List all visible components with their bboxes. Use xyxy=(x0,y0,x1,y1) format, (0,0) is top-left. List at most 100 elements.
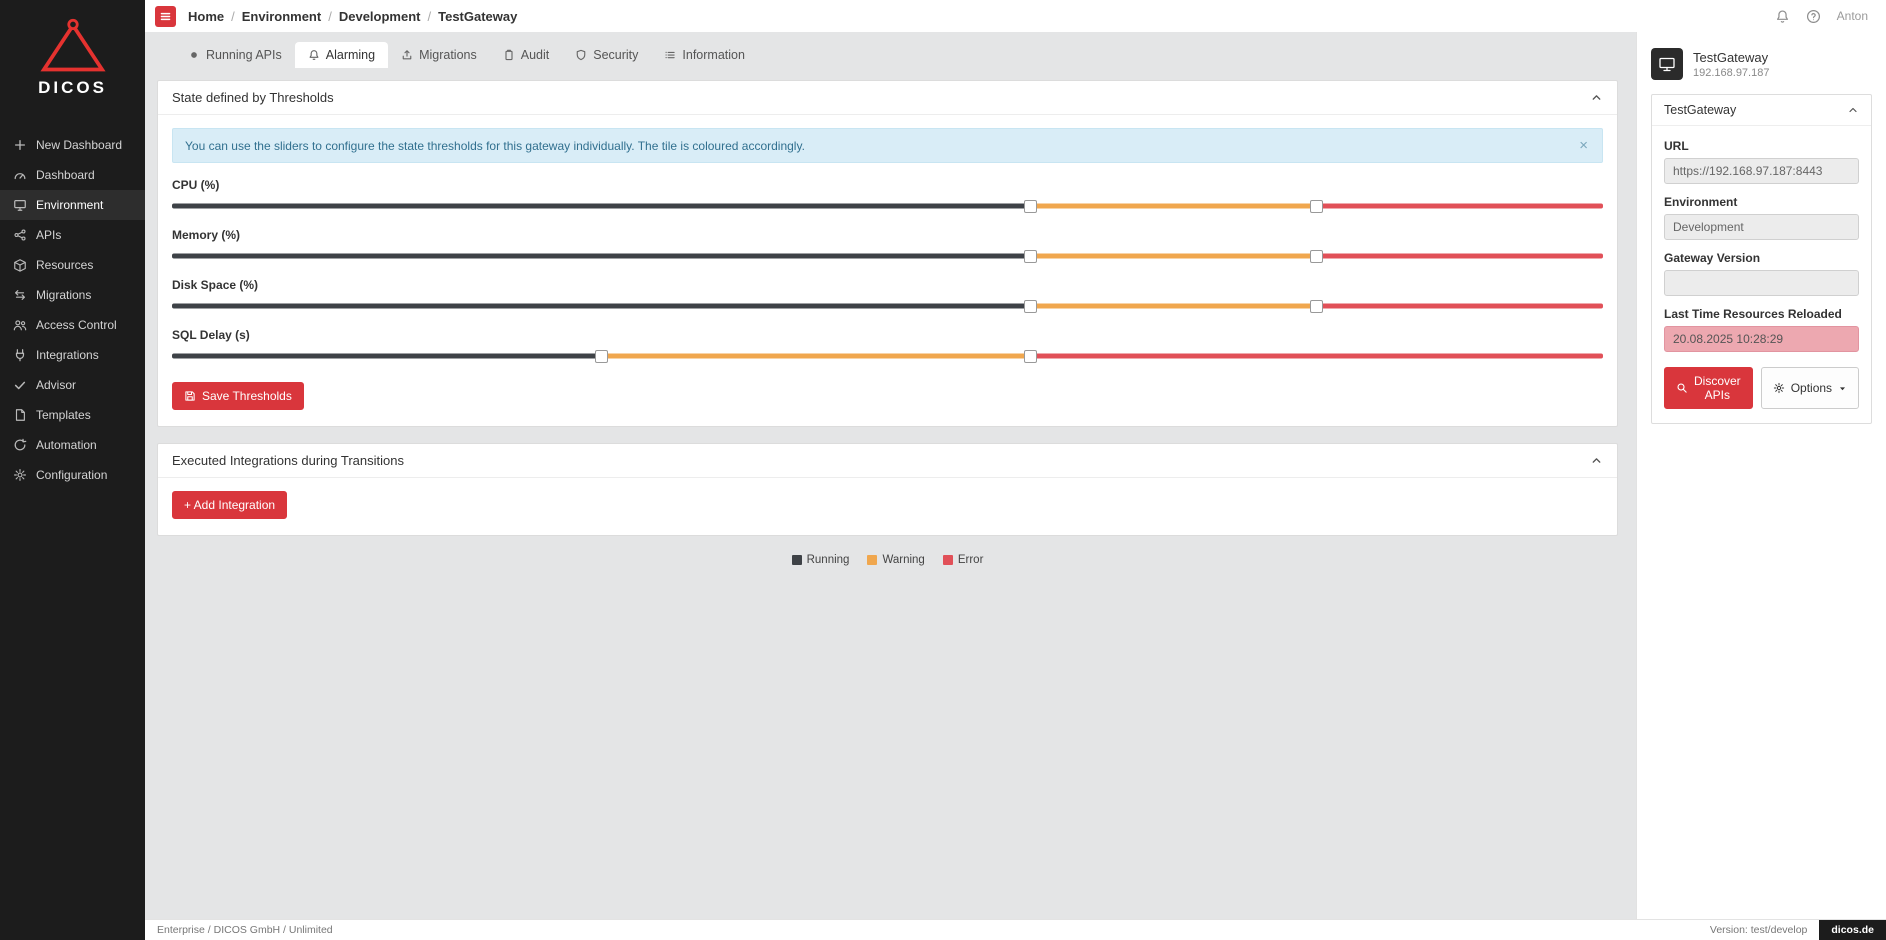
legend-swatch-warning xyxy=(867,555,878,565)
user-menu[interactable]: Anton xyxy=(1836,9,1868,23)
topbar: Home / Environment / Development / TestG… xyxy=(145,0,1886,32)
tab-label: Running APIs xyxy=(206,48,282,62)
breadcrumb-current: TestGateway xyxy=(438,8,518,24)
collapse-integrations-button[interactable] xyxy=(1590,454,1603,467)
gateway-ip: 192.168.97.187 xyxy=(1693,66,1770,79)
tab-audit[interactable]: Audit xyxy=(490,42,563,68)
collapse-gateway-card-button[interactable] xyxy=(1847,104,1859,116)
sidebar-item-access-control[interactable]: Access Control xyxy=(0,310,145,340)
sidebar-item-resources[interactable]: Resources xyxy=(0,250,145,280)
logo-text: DICOS xyxy=(38,78,107,97)
users-icon xyxy=(13,318,27,332)
slider-handle-high[interactable] xyxy=(1024,349,1038,363)
options-button[interactable]: Options xyxy=(1760,367,1860,409)
save-icon xyxy=(184,390,196,402)
gateway-name: TestGateway xyxy=(1693,49,1769,65)
tab-running-apis[interactable]: Running APIs xyxy=(175,42,295,68)
chevron-up-icon xyxy=(1847,104,1859,116)
caret-down-icon xyxy=(1838,384,1847,393)
breadcrumb-environment[interactable]: Environment xyxy=(241,8,322,24)
sidebar-item-apis[interactable]: APIs xyxy=(0,220,145,250)
slider-label: Disk Space (%) xyxy=(172,278,259,292)
gateway-version-field[interactable] xyxy=(1664,270,1859,296)
slider-handle-high[interactable] xyxy=(1310,249,1324,263)
gear-icon xyxy=(13,468,27,482)
logo[interactable]: DICOS xyxy=(0,0,145,112)
slider-track[interactable] xyxy=(172,249,1603,263)
gateway-panel: TestGateway 192.168.97.187 TestGateway U… xyxy=(1636,32,1886,919)
integrations-card-title: Executed Integrations during Transitions xyxy=(172,453,404,468)
main-content: Running APIs Alarming Migrations Audit xyxy=(145,32,1636,919)
hamburger-icon xyxy=(159,10,172,23)
sidebar-item-dashboard[interactable]: Dashboard xyxy=(0,160,145,190)
sidebar-item-integrations[interactable]: Integrations xyxy=(0,340,145,370)
discover-apis-label: Discover APIs xyxy=(1694,374,1741,402)
legend-label: Warning xyxy=(882,554,925,566)
slider-track[interactable] xyxy=(172,199,1603,213)
footer-brand-link[interactable]: dicos.de xyxy=(1819,920,1886,940)
check-icon xyxy=(13,378,27,392)
sidebar-item-migrations[interactable]: Migrations xyxy=(0,280,145,310)
collapse-thresholds-button[interactable] xyxy=(1590,91,1603,104)
slider-track[interactable] xyxy=(172,349,1603,363)
legend-item-running: Running xyxy=(791,554,849,566)
save-thresholds-button[interactable]: Save Thresholds xyxy=(172,382,304,410)
file-icon xyxy=(13,408,27,422)
breadcrumb-separator: / xyxy=(231,8,235,24)
slider-track-bar xyxy=(172,353,1603,359)
last-reloaded-field[interactable] xyxy=(1664,326,1859,352)
breadcrumb-home[interactable]: Home xyxy=(188,8,225,24)
plug-icon xyxy=(13,348,27,362)
legend-item-warning: Warning xyxy=(867,554,925,566)
url-label: URL xyxy=(1664,139,1689,153)
breadcrumb-development[interactable]: Development xyxy=(338,8,421,24)
sidebar-item-configuration[interactable]: Configuration xyxy=(0,460,145,490)
bell-icon[interactable] xyxy=(1775,9,1790,24)
topbar-right: Anton xyxy=(1775,9,1868,24)
thresholds-info-alert: You can use the sliders to configure the… xyxy=(172,128,1603,163)
environment-field[interactable] xyxy=(1664,214,1859,240)
sidebar-item-environment[interactable]: Environment xyxy=(0,190,145,220)
breadcrumb-separator: / xyxy=(427,8,432,24)
gateway-header: TestGateway 192.168.97.187 xyxy=(1651,48,1872,80)
legend-label: Error xyxy=(957,554,984,566)
slider-handle-high[interactable] xyxy=(1310,199,1324,213)
sidebar-item-label: Environment xyxy=(36,198,104,212)
slider-handle-low[interactable] xyxy=(594,349,608,363)
sidebar-item-label: Integrations xyxy=(36,348,99,362)
alert-text: You can use the sliders to configure the… xyxy=(185,138,805,153)
sidebar-item-new-dashboard[interactable]: New Dashboard xyxy=(0,130,145,160)
slider-track-bar xyxy=(172,203,1603,209)
threshold-slider-cpu: CPU (%) xyxy=(172,178,1603,213)
tab-information[interactable]: Information xyxy=(651,42,758,68)
gateway-version-label: Gateway Version xyxy=(1664,251,1761,265)
footer: Enterprise / DICOS GmbH / Unlimited Vers… xyxy=(145,919,1886,940)
tab-migrations[interactable]: Migrations xyxy=(388,42,490,68)
sidebar-item-templates[interactable]: Templates xyxy=(0,400,145,430)
menu-toggle-button[interactable] xyxy=(155,5,176,27)
logo-triangle-icon xyxy=(35,16,111,76)
gear-icon xyxy=(1773,382,1785,394)
tab-security[interactable]: Security xyxy=(562,42,651,68)
slider-handle-high[interactable] xyxy=(1310,299,1324,313)
sidebar-item-label: Dashboard xyxy=(36,168,95,182)
refresh-icon xyxy=(13,438,27,452)
add-integration-button[interactable]: + Add Integration xyxy=(172,491,288,519)
last-reloaded-label: Last Time Resources Reloaded xyxy=(1664,307,1842,321)
slider-handle-low[interactable] xyxy=(1024,199,1038,213)
sidebar-item-automation[interactable]: Automation xyxy=(0,430,145,460)
url-field[interactable] xyxy=(1664,158,1859,184)
tab-alarming[interactable]: Alarming xyxy=(294,42,389,68)
close-icon[interactable]: × xyxy=(1579,137,1588,154)
help-icon[interactable] xyxy=(1806,9,1821,24)
gateway-card-title: TestGateway xyxy=(1664,103,1737,117)
slider-handle-low[interactable] xyxy=(1024,249,1038,263)
swap-icon xyxy=(13,288,27,302)
slider-handle-low[interactable] xyxy=(1024,299,1038,313)
circle-icon xyxy=(188,49,200,61)
discover-apis-button[interactable]: Discover APIs xyxy=(1664,367,1753,409)
slider-track[interactable] xyxy=(172,299,1603,313)
options-label: Options xyxy=(1790,381,1833,395)
footer-license-text: Enterprise / DICOS GmbH / Unlimited xyxy=(157,924,333,936)
sidebar-item-advisor[interactable]: Advisor xyxy=(0,370,145,400)
